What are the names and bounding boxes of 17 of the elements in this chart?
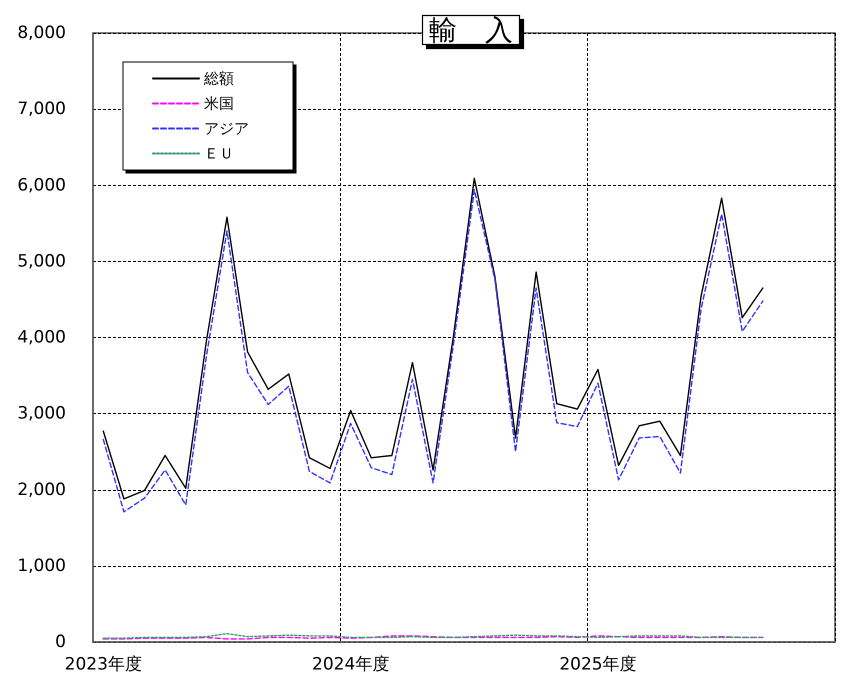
- legend-label: ＥＵ: [204, 144, 234, 162]
- x-tick-label: 2023年度: [64, 654, 142, 674]
- chart-title: 輸 入: [429, 14, 513, 46]
- y-tick-label: 8,000: [17, 23, 66, 43]
- x-tick-label: 2025年度: [559, 654, 637, 674]
- y-tick-label: 6,000: [17, 175, 66, 196]
- y-tick-label: 2,000: [17, 480, 66, 500]
- y-tick-label: 5,000: [17, 251, 66, 272]
- y-tick-label: 0: [55, 632, 66, 652]
- legend-label: 米国: [204, 94, 234, 112]
- y-tick-label: 3,000: [17, 404, 66, 424]
- y-tick-label: 4,000: [17, 328, 66, 348]
- y-tick-label: 1,000: [17, 556, 66, 576]
- legend-label: アジア: [204, 120, 249, 138]
- y-tick-label: 7,000: [17, 99, 66, 120]
- legend-label: 総額: [203, 70, 234, 88]
- x-tick-label: 2024年度: [312, 654, 390, 674]
